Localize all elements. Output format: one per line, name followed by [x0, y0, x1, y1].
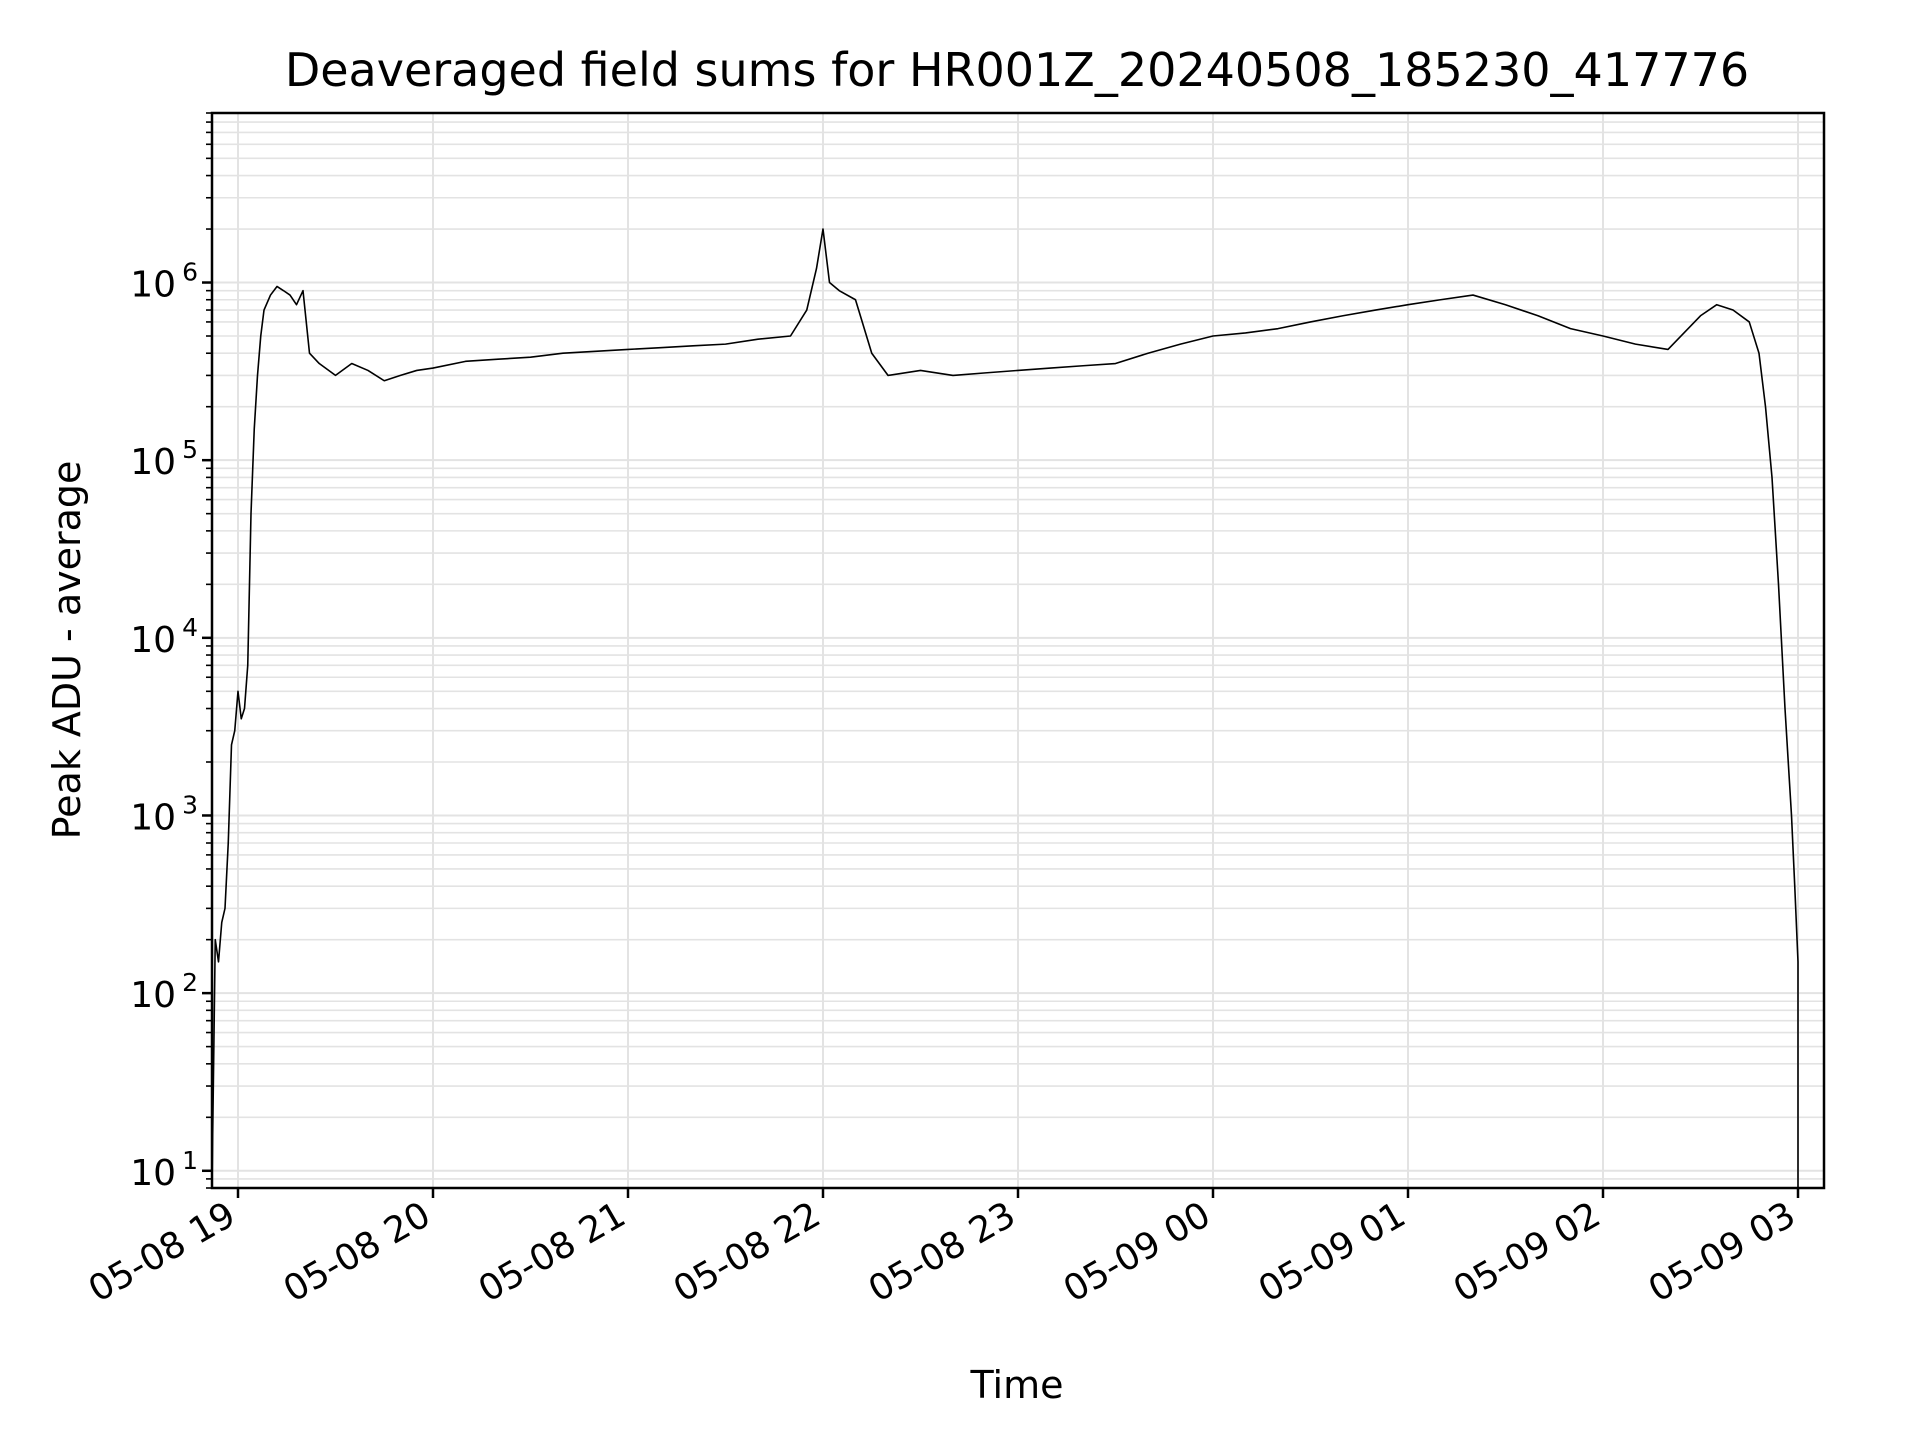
x-tick-label: 05-09 02: [1447, 1194, 1608, 1310]
series-line: [211, 228, 1799, 1189]
y-tick-exponent: 4: [182, 613, 198, 642]
grid: [212, 112, 1824, 1189]
y-tick-label: 10: [130, 265, 176, 306]
y-tick-label: 10: [130, 1153, 176, 1194]
x-tick-label: 05-09 00: [1057, 1194, 1218, 1310]
x-axis: 05-08 19 05-08 20 05-08 21 05-08 22 05-08 23…: [82, 1188, 1803, 1311]
x-tick-label: 05-08 22: [667, 1194, 828, 1310]
x-tick-label: 05-08 23: [862, 1194, 1023, 1310]
x-tick-label: 05-09 03: [1642, 1194, 1803, 1310]
y-tick-exponent: 3: [182, 790, 198, 819]
y-tick-label: 10: [130, 797, 176, 838]
x-tick-label: 05-09 01: [1252, 1194, 1413, 1310]
y-tick-label: 10: [130, 442, 176, 483]
x-tick-label: 05-08 19: [82, 1194, 243, 1310]
y-tick-exponent: 5: [182, 435, 198, 464]
y-tick-exponent: 2: [182, 968, 198, 997]
x-axis-label: Time: [970, 1363, 1064, 1407]
y-tick-exponent: 1: [182, 1146, 198, 1175]
y-tick-label: 10: [130, 975, 176, 1016]
chart-title: Deaveraged field sums for HR001Z_2024050…: [285, 43, 1749, 97]
y-axis-label: Peak ADU - average: [45, 461, 89, 840]
x-tick-label: 05-08 20: [277, 1194, 438, 1310]
x-tick-label: 05-08 21: [472, 1194, 633, 1310]
y-tick-exponent: 6: [182, 258, 198, 287]
y-tick-label: 10: [130, 620, 176, 661]
series-layer: [211, 228, 1799, 1189]
